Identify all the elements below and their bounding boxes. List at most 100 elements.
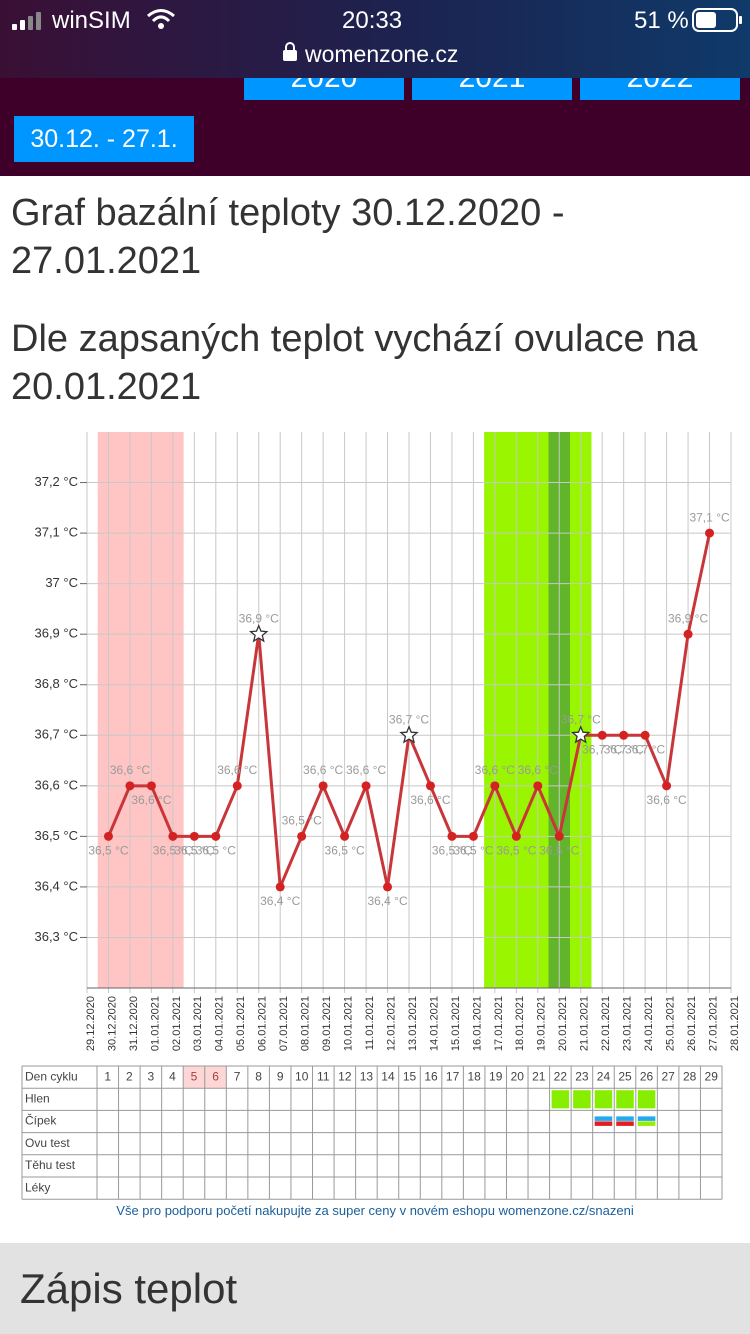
point bbox=[168, 831, 178, 841]
day-number: 12 bbox=[338, 1069, 352, 1083]
point bbox=[447, 831, 457, 841]
star-point bbox=[570, 725, 591, 744]
hlen-mark bbox=[616, 1090, 634, 1109]
day-number: 18 bbox=[467, 1069, 481, 1083]
value-label: 36,6 °C bbox=[518, 763, 558, 777]
day-number: 5 bbox=[191, 1069, 198, 1083]
value-label: 36,9 °C bbox=[668, 611, 708, 625]
y-tick-label: 36,5 °C bbox=[34, 828, 78, 843]
point bbox=[425, 781, 435, 791]
value-label: 36,5 °C bbox=[88, 844, 128, 858]
day-number: 2 bbox=[126, 1069, 133, 1083]
point bbox=[683, 629, 693, 639]
day-number: 25 bbox=[618, 1069, 632, 1083]
cipek-mark bbox=[637, 1116, 656, 1121]
y-tick-label: 36,6 °C bbox=[34, 777, 78, 792]
day-number: 7 bbox=[234, 1069, 241, 1083]
day-number: 24 bbox=[597, 1069, 611, 1083]
year-button[interactable]: 2020 bbox=[244, 78, 404, 100]
x-tick-label: 03.01.2021 bbox=[192, 996, 204, 1051]
day-number: 9 bbox=[277, 1069, 284, 1083]
day-number: 26 bbox=[640, 1069, 654, 1083]
point bbox=[511, 831, 521, 841]
chart: 29.12.2020 30.12.2020 31.12.2020 01.01.2021… bbox=[21, 432, 741, 1200]
x-tick-label: 01.01.2021 bbox=[149, 996, 161, 1051]
shop-link[interactable]: Vše pro podporu početí nakupujte za supe… bbox=[116, 1203, 634, 1218]
hlen-mark bbox=[551, 1090, 570, 1109]
day-number: 22 bbox=[554, 1069, 568, 1083]
year-button[interactable]: 2022 bbox=[580, 78, 740, 100]
x-tick-label: 04.01.2021 bbox=[214, 996, 226, 1051]
day-number: 20 bbox=[511, 1069, 525, 1083]
value-label: 36,7 °C bbox=[625, 742, 665, 756]
x-tick-label: 19.01.2021 bbox=[536, 996, 548, 1051]
point bbox=[383, 882, 393, 892]
point bbox=[619, 730, 629, 740]
day-number: 29 bbox=[705, 1069, 719, 1083]
day-number: 3 bbox=[148, 1069, 155, 1083]
day-number: 15 bbox=[403, 1069, 417, 1083]
x-tick-label: 22.01.2021 bbox=[600, 996, 612, 1051]
value-label: 36,6 °C bbox=[475, 763, 515, 777]
url[interactable]: womenzone.cz bbox=[305, 41, 459, 67]
x-tick-label: 18.01.2021 bbox=[514, 996, 526, 1051]
x-tick-label: 31.12.2020 bbox=[128, 996, 140, 1051]
cycle-button[interactable]: 30.12. - 27.1. bbox=[14, 116, 194, 162]
value-label: 36,6 °C bbox=[647, 793, 687, 807]
point bbox=[275, 882, 285, 892]
star-point bbox=[248, 624, 269, 643]
value-label: 36,6 °C bbox=[131, 793, 171, 807]
point bbox=[297, 831, 307, 841]
y-tick-label: 37 °C bbox=[45, 575, 78, 590]
x-tick-label: 07.01.2021 bbox=[278, 996, 290, 1051]
point bbox=[468, 831, 478, 841]
day-number: 16 bbox=[424, 1069, 438, 1083]
row-label: Hlen bbox=[25, 1091, 50, 1105]
year-button[interactable]: 2021 bbox=[412, 78, 572, 100]
value-label: 36,4 °C bbox=[367, 894, 407, 908]
page-title: Graf bazální teploty 30.12.2020 - 27.01.… bbox=[11, 192, 565, 282]
value-label: 36,7 °C bbox=[561, 712, 601, 726]
point bbox=[146, 781, 156, 791]
value-label: 36,5 °C bbox=[153, 844, 193, 858]
day-number: 6 bbox=[212, 1069, 219, 1083]
value-label: 36,5 °C bbox=[496, 844, 536, 858]
point bbox=[705, 528, 715, 538]
y-tick-label: 36,3 °C bbox=[34, 929, 78, 944]
x-tick-label: 30.12.2020 bbox=[106, 996, 118, 1051]
x-tick-label: 24.01.2021 bbox=[643, 996, 655, 1051]
y-tick-label: 36,8 °C bbox=[34, 676, 78, 691]
value-label: 36,5 °C bbox=[325, 844, 365, 858]
star-point bbox=[399, 725, 419, 744]
value-label: 36,6 °C bbox=[110, 763, 150, 777]
x-tick-label: 29.12.2020 bbox=[85, 996, 97, 1051]
day-number: 23 bbox=[575, 1069, 589, 1083]
hlen-mark bbox=[637, 1090, 656, 1109]
x-tick-label: 12.01.2021 bbox=[385, 996, 397, 1051]
x-tick-label: 26.01.2021 bbox=[686, 996, 698, 1051]
x-tick-label: 02.01.2021 bbox=[171, 996, 183, 1051]
point bbox=[361, 781, 371, 791]
day-number: 10 bbox=[295, 1069, 309, 1083]
cipek-mark bbox=[594, 1121, 613, 1126]
x-tick-label: 13.01.2021 bbox=[407, 996, 419, 1051]
x-tick-label: 20.01.2021 bbox=[557, 996, 569, 1051]
value-label: 36,5 °C bbox=[282, 814, 322, 828]
hlen-mark bbox=[594, 1090, 613, 1109]
value-label: 36,9 °C bbox=[239, 611, 279, 625]
carrier: winSIM bbox=[52, 7, 131, 34]
point bbox=[597, 730, 607, 740]
phase-band bbox=[97, 432, 184, 988]
point bbox=[340, 831, 350, 841]
y-tick-label: 37,1 °C bbox=[34, 525, 78, 540]
point bbox=[318, 781, 328, 791]
section-title: Zápis teplot bbox=[20, 1265, 238, 1312]
x-tick-label: 23.01.2021 bbox=[622, 996, 634, 1051]
x-tick-label: 16.01.2021 bbox=[471, 996, 483, 1051]
highlight-cell bbox=[183, 1066, 205, 1089]
row-label: Léky bbox=[25, 1180, 50, 1194]
value-label: 36,7 °C bbox=[389, 712, 429, 726]
day-number: 27 bbox=[661, 1069, 675, 1083]
value-label: 36,6 °C bbox=[410, 793, 450, 807]
value-label: 36,5 °C bbox=[174, 844, 214, 858]
